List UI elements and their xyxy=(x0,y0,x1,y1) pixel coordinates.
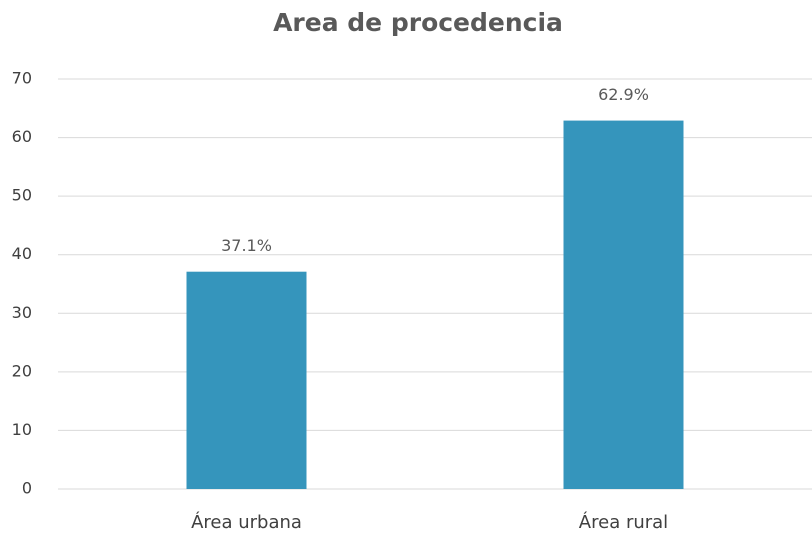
y-tick-label: 0 xyxy=(22,479,32,498)
y-tick-label: 30 xyxy=(12,303,32,322)
y-tick-label: 40 xyxy=(12,244,32,263)
x-tick-label: Área rural xyxy=(579,511,668,533)
bar xyxy=(563,120,684,489)
y-tick-label: 50 xyxy=(12,186,32,205)
y-tick-label: 10 xyxy=(12,420,32,439)
bar xyxy=(186,271,307,489)
chart-title: Area de procedencia xyxy=(273,8,563,37)
x-tick-label: Área urbana xyxy=(191,511,302,533)
y-tick-label: 70 xyxy=(12,69,32,88)
y-tick-label: 60 xyxy=(12,127,32,146)
value-label: 37.1% xyxy=(221,236,272,255)
value-label: 62.9% xyxy=(598,85,649,104)
y-tick-label: 20 xyxy=(12,361,32,380)
